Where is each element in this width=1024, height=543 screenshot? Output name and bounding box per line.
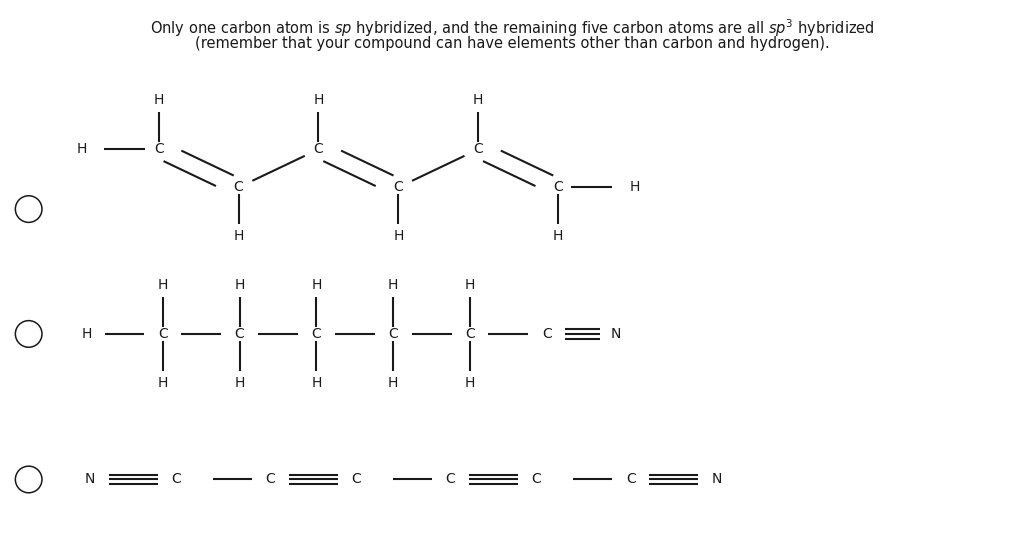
Text: H: H: [154, 93, 164, 108]
Text: C: C: [473, 142, 483, 156]
Text: H: H: [234, 376, 245, 390]
Text: C: C: [626, 472, 636, 487]
Text: H: H: [553, 229, 563, 243]
Text: C: C: [313, 142, 324, 156]
Text: C: C: [351, 472, 361, 487]
Text: C: C: [531, 472, 542, 487]
Text: (remember that your compound can have elements other than carbon and hydrogen).: (remember that your compound can have el…: [195, 36, 829, 51]
Text: C: C: [388, 327, 398, 341]
Text: C: C: [171, 472, 181, 487]
Text: H: H: [473, 93, 483, 108]
Text: C: C: [234, 327, 245, 341]
Text: C: C: [265, 472, 275, 487]
Text: H: H: [393, 229, 403, 243]
Text: H: H: [388, 376, 398, 390]
Text: N: N: [610, 327, 622, 341]
Text: N: N: [712, 472, 722, 487]
Text: H: H: [82, 327, 92, 341]
Text: H: H: [311, 278, 322, 292]
Text: N: N: [85, 472, 95, 487]
Text: C: C: [154, 142, 164, 156]
Text: H: H: [465, 278, 475, 292]
Text: C: C: [311, 327, 322, 341]
Text: H: H: [158, 278, 168, 292]
Text: Only one carbon atom is $\it{sp}$ hybridized, and the remaining five carbon atom: Only one carbon atom is $\it{sp}$ hybrid…: [150, 17, 874, 39]
Text: H: H: [465, 376, 475, 390]
Text: H: H: [233, 229, 244, 243]
Text: H: H: [630, 180, 640, 194]
Text: C: C: [465, 327, 475, 341]
Text: H: H: [158, 376, 168, 390]
Text: C: C: [553, 180, 563, 194]
Text: C: C: [158, 327, 168, 341]
Text: H: H: [313, 93, 324, 108]
Text: H: H: [234, 278, 245, 292]
Text: C: C: [393, 180, 403, 194]
Text: H: H: [388, 278, 398, 292]
Text: H: H: [77, 142, 87, 156]
Text: C: C: [445, 472, 456, 487]
Text: H: H: [311, 376, 322, 390]
Text: C: C: [233, 180, 244, 194]
Text: C: C: [542, 327, 552, 341]
